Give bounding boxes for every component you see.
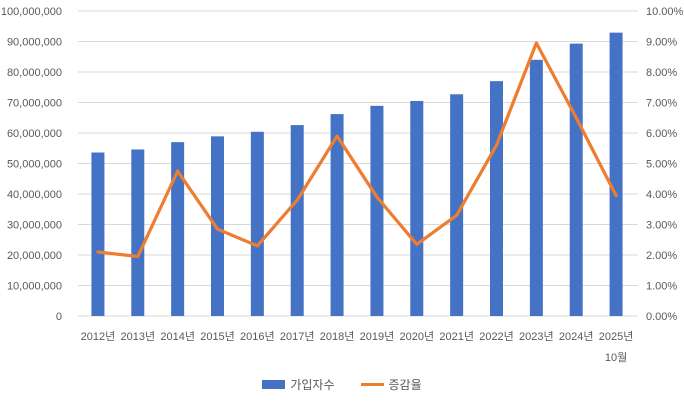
x-axis-label: 2023년 [519,330,554,343]
left-axis-tick-label: 20,000,000 [7,250,62,262]
right-axis-tick-label: 5.00% [646,159,677,171]
x-axis-label: 2020년 [399,330,434,343]
left-axis-tick-label: 90,000,000 [7,37,62,49]
left-axis-tick-label: 30,000,000 [7,220,62,232]
right-axis-tick-label: 2.00% [646,250,677,262]
bar-2019년 [370,105,384,316]
x-axis-label-second-line: 10월 [605,351,627,364]
x-axis-label: 2017년 [280,330,315,343]
x-axis-label: 2019년 [360,330,395,343]
bar-2020년 [410,100,424,316]
bar-2017년 [290,125,304,316]
bar-series-swatch-icon [262,380,286,389]
legend-item-growth-rate: 증감율 [360,376,422,393]
bar-2023년 [529,59,543,317]
x-axis-label: 2025년 [599,330,634,343]
right-axis-tick-label: 10.00% [646,6,684,18]
chart-legend: 가입자수 증감율 [0,376,684,393]
bar-2014년 [171,142,185,316]
x-axis-label: 2018년 [320,330,355,343]
left-axis-tick-label: 70,000,000 [7,98,62,110]
right-axis-tick-label: 7.00% [646,98,677,110]
right-axis-tick-label: 1.00% [646,281,677,293]
x-axis-label: 2022년 [479,330,514,343]
left-axis-tick-label: 40,000,000 [7,189,62,201]
x-axis-label: 2021년 [439,330,474,343]
x-axis-label: 2024년 [559,330,594,343]
bar-2013년 [131,149,145,316]
x-axis-label: 2016년 [240,330,275,343]
right-axis-tick-label: 3.00% [646,220,677,232]
left-axis-tick-label: 50,000,000 [7,159,62,171]
bar-2024년 [569,43,583,316]
bar-2022년 [490,81,503,317]
line-series-swatch-icon [360,383,384,386]
bar-2015년 [211,136,224,316]
right-axis-tick-label: 8.00% [646,67,677,79]
left-axis-tick-label: 10,000,000 [7,281,62,293]
left-axis-tick-label: 0 [56,311,62,323]
right-axis-tick-label: 6.00% [646,128,677,140]
legend-item-subscribers: 가입자수 [262,376,335,393]
left-axis-tick-label: 60,000,000 [7,128,62,140]
right-axis-tick-label: 4.00% [646,189,677,201]
legend-label-subscribers: 가입자수 [290,378,335,392]
left-axis-tick-label: 80,000,000 [7,67,62,79]
x-axis-label: 2014년 [160,330,195,343]
right-axis-tick-label: 9.00% [646,37,677,49]
bar-2025년 [609,32,623,316]
growth-rate-line [96,41,618,259]
x-axis-label: 2012년 [81,330,116,343]
bar-2021년 [450,94,464,316]
right-axis-tick-label: 0.00% [646,311,677,323]
left-axis-tick-label: 100,000,000 [1,6,62,18]
x-axis-label: 2015년 [200,330,235,343]
x-axis-label: 2013년 [120,330,155,343]
bar-2018년 [330,114,344,316]
bar-2012년 [91,152,105,316]
bar-2016년 [250,131,264,316]
legend-label-growth-rate: 증감율 [388,378,422,392]
